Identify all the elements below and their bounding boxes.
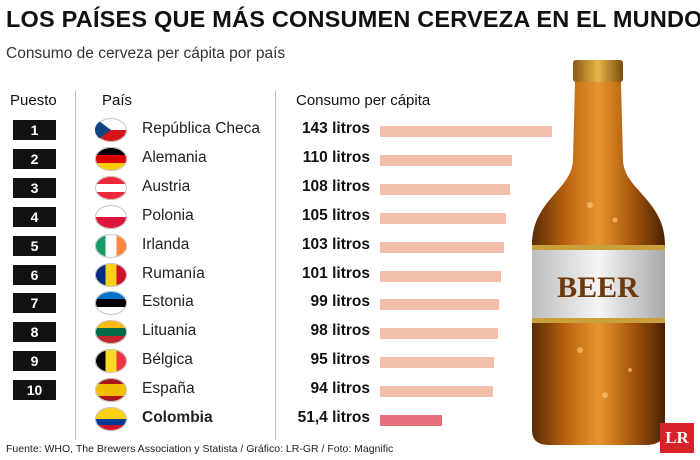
column-header-country: País <box>102 92 133 109</box>
consumption-label: 105 litros <box>301 206 370 224</box>
country-name: Austria <box>142 177 191 195</box>
country-name: España <box>142 380 195 398</box>
bottle-label <box>532 245 665 323</box>
country-name: Bélgica <box>142 351 193 369</box>
rank-badge: 1 <box>13 120 56 140</box>
chart-subtitle: Consumo de cerveza per cápita por país <box>6 45 286 62</box>
country-flag-icon <box>95 262 127 287</box>
rank-badge: 9 <box>13 351 56 372</box>
consumption-label: 101 litros <box>301 264 370 282</box>
bottle-label-text: BEER <box>557 271 639 304</box>
column-header-consumption: Consumo per cápita <box>296 92 431 109</box>
rank-badge: 3 <box>13 177 56 198</box>
consumption-bar <box>380 386 494 398</box>
country-name: Polonia <box>142 206 194 224</box>
consumption-bar <box>380 270 502 282</box>
consumption-bar <box>380 299 500 311</box>
country-name: Irlanda <box>142 235 190 253</box>
column-header-rank: Puesto <box>10 92 57 109</box>
country-name: Alemania <box>142 148 207 166</box>
rank-badge: 5 <box>13 235 56 256</box>
country-name: Rumanía <box>142 264 205 282</box>
consumption-label: 98 litros <box>310 322 370 340</box>
bottle-cap <box>573 60 623 82</box>
country-flag-icon <box>95 291 127 316</box>
rank-badge: 10 <box>13 380 56 401</box>
consumption-bar <box>380 241 504 253</box>
rank-badge: 2 <box>13 148 56 169</box>
consumption-label: 51,4 litros <box>297 409 370 426</box>
lr-logo: LR <box>660 423 694 453</box>
country-flag-icon <box>95 320 127 345</box>
column-divider <box>275 90 276 440</box>
consumption-label: 108 litros <box>301 177 370 195</box>
consumption-label: 143 litros <box>301 120 370 137</box>
beer-bottle-image: BEER <box>532 60 665 445</box>
country-name: Lituania <box>142 322 197 340</box>
consumption-bar <box>380 415 442 426</box>
consumption-bar <box>380 357 495 369</box>
country-flag-icon <box>95 146 127 171</box>
rank-badge: 6 <box>13 264 56 285</box>
country-flag-icon <box>95 349 127 374</box>
consumption-bar <box>380 183 510 195</box>
source-note: Fuente: WHO, The Brewers Association y S… <box>6 443 394 455</box>
country-flag-icon <box>95 233 127 258</box>
consumption-label: 99 litros <box>310 293 370 311</box>
consumption-label: 94 litros <box>310 380 370 398</box>
column-divider <box>75 90 76 440</box>
country-flag-icon <box>95 204 127 229</box>
country-name: Estonia <box>142 293 194 311</box>
consumption-label: 103 litros <box>301 235 370 253</box>
consumption-label: 110 litros <box>302 148 370 166</box>
consumption-label: 95 litros <box>310 351 370 369</box>
rank-badge: 8 <box>13 322 56 343</box>
chart-title: LOS PAÍSES QUE MÁS CONSUMEN CERVEZA EN E… <box>6 6 700 32</box>
rank-badge: 7 <box>13 293 56 314</box>
country-name: Colombia <box>142 409 213 426</box>
consumption-bar <box>380 126 552 137</box>
country-flag-icon <box>95 378 127 403</box>
consumption-bar <box>380 328 498 340</box>
rank-badge: 4 <box>13 206 56 227</box>
country-flag-icon <box>95 118 127 142</box>
country-flag-icon <box>95 175 127 200</box>
country-name: República Checa <box>142 120 261 137</box>
country-flag-icon <box>95 407 127 431</box>
consumption-bar <box>380 154 513 166</box>
consumption-bar <box>380 212 507 224</box>
